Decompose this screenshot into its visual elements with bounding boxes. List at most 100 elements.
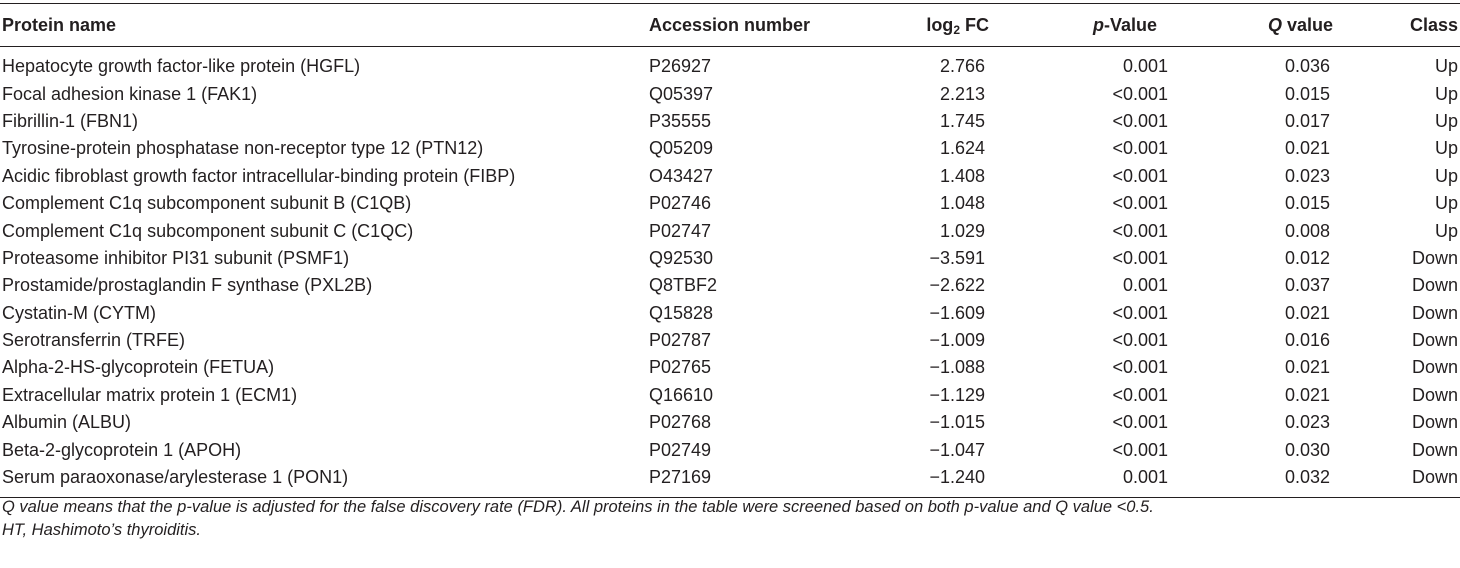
table-row: Prostamide/prostaglandin F synthase (PXL… [0,272,1460,299]
header-protein-name: Protein name [0,3,649,47]
cell-log2fc: −1.609 [929,302,985,323]
header-class: Class [1355,3,1460,47]
table-row: Tyrosine-protein phosphatase non-recepto… [0,135,1460,162]
table-row: Acidic fibroblast growth factor intracel… [0,163,1460,190]
header-log2fc-prefix: log [926,14,954,35]
cell-class: Up [1434,220,1458,241]
cell-p-value: <0.001 [1112,330,1168,351]
cell-log2fc: 2.766 [939,56,985,77]
footnote-abbreviation: HT, Hashimoto’s thyroiditis. [2,521,201,539]
cell-q-value: 0.023 [1284,412,1330,433]
footnote-q-value: Q value means that the p-value is adjust… [2,498,1154,516]
cell-protein-name: Alpha-2-HS-glycoprotein (FETUA) [2,357,275,378]
cell-protein-name: Fibrillin-1 (FBN1) [2,110,139,131]
table-row: Complement C1q subcomponent subunit B (C… [0,190,1460,217]
cell-class: Up [1434,165,1458,186]
cell-p-value: <0.001 [1112,193,1168,214]
table-body: Hepatocyte growth factor-like protein (H… [0,47,1460,499]
table-row: Focal adhesion kinase 1 (FAK1) Q05397 2.21… [0,80,1460,107]
cell-accession-number: Q92530 [649,247,714,268]
cell-class: Down [1355,463,1460,499]
cell-accession-number: P02746 [649,193,712,214]
table-row: Fibrillin-1 (FBN1) P35555 1.745 <0.001 0.017… [0,108,1460,135]
cell-q-value: 0.021 [1284,302,1330,323]
cell-q-value: 0.032 [1183,463,1355,499]
cell-log2fc: −1.129 [929,384,985,405]
cell-accession-number: P35555 [649,110,712,131]
table-row: Serotransferrin (TRFE) P02787 −1.009 <0.001… [0,327,1460,354]
cell-p-value: 0.001 [997,463,1183,499]
cell-log2fc: −1.015 [929,412,985,433]
cell-protein-name: Serum paraoxonase/arylesterase 1 (PON1) [0,463,649,499]
table-row: Complement C1q subcomponent subunit C (C… [0,217,1460,244]
cell-q-value: 0.036 [1284,56,1330,77]
cell-class: Up [1434,193,1458,214]
cell-p-value: <0.001 [1112,138,1168,159]
cell-class: Up [1434,83,1458,104]
cell-p-value: <0.001 [1112,165,1168,186]
cell-protein-name: Hepatocyte growth factor-like protein (H… [2,56,361,77]
cell-p-value: <0.001 [1112,384,1168,405]
cell-log2fc: −1.088 [929,357,985,378]
cell-class: Down [1411,247,1458,268]
cell-q-value: 0.030 [1284,439,1330,460]
cell-accession-number: P26927 [649,56,712,77]
cell-q-value: 0.012 [1284,247,1330,268]
cell-class: Down [1411,384,1458,405]
cell-p-value: <0.001 [1112,439,1168,460]
header-log2fc-subscript: 2 [953,22,960,37]
header-log2fc: log2 FC [839,3,997,47]
cell-class: Up [1434,110,1458,131]
table-row: Albumin (ALBU) P02768 −1.015 <0.001 0.023 Dow… [0,409,1460,436]
cell-p-value: <0.001 [1112,247,1168,268]
header-accession-number: Accession number [649,3,839,47]
cell-accession-number: Q15828 [649,302,714,323]
cell-protein-name: Complement C1q subcomponent subunit C (C… [2,220,414,241]
cell-q-value: 0.021 [1284,384,1330,405]
table-header: Protein name Accession number log2 FC p-… [0,3,1460,47]
cell-class: Down [1411,357,1458,378]
cell-q-value: 0.017 [1284,110,1330,131]
cell-protein-name: Tyrosine-protein phosphatase non-recepto… [2,138,484,159]
cell-log2fc: 1.029 [939,220,985,241]
cell-protein-name: Acidic fibroblast growth factor intracel… [2,165,516,186]
cell-log2fc: −1.009 [929,330,985,351]
cell-log2fc: 1.048 [939,193,985,214]
table-row: Cystatin-M (CYTM) Q15828 −1.609 <0.001 0.021… [0,300,1460,327]
cell-accession-number: P27169 [649,463,839,499]
cell-class: Up [1434,138,1458,159]
header-log2fc-suffix: FC [960,14,989,35]
table-row: Beta-2-glycoprotein 1 (APOH) P02749 −1.047… [0,436,1460,463]
header-row: Protein name Accession number log2 FC p-… [0,3,1460,47]
header-p-italic: p [1092,14,1104,35]
cell-q-value: 0.021 [1284,357,1330,378]
cell-p-value: 0.001 [1122,56,1168,77]
cell-accession-number: P02747 [649,220,712,241]
cell-p-value: <0.001 [1112,302,1168,323]
cell-p-value: <0.001 [1112,357,1168,378]
table-footnotes: Q value means that the p-value is adjust… [2,496,1154,542]
protein-table-container: Protein name Accession number log2 FC p-… [0,3,1460,499]
cell-log2fc: 2.213 [939,83,985,104]
cell-accession-number: P02768 [649,412,712,433]
cell-q-value: 0.015 [1284,193,1330,214]
cell-accession-number: P02749 [649,439,712,460]
cell-q-value: 0.015 [1284,83,1330,104]
cell-protein-name: Cystatin-M (CYTM) [2,302,156,323]
cell-class: Down [1411,412,1458,433]
cell-log2fc: 1.408 [939,165,985,186]
cell-q-value: 0.037 [1284,275,1330,296]
cell-protein-name: Focal adhesion kinase 1 (FAK1) [2,83,258,104]
cell-accession-number: P02787 [649,330,712,351]
cell-log2fc: 1.745 [939,110,985,131]
table-row: Serum paraoxonase/arylesterase 1 (PON1) P… [0,463,1460,499]
cell-log2fc: −2.622 [929,275,985,296]
cell-q-value: 0.016 [1284,330,1330,351]
header-q-rest: value [1281,14,1333,35]
cell-accession-number: P02765 [649,357,712,378]
cell-accession-number: Q05209 [649,138,714,159]
header-q-value: Q value [1183,3,1355,47]
cell-protein-name: Beta-2-glycoprotein 1 (APOH) [2,439,242,460]
cell-class: Down [1411,439,1458,460]
cell-log2fc: −3.591 [929,247,985,268]
